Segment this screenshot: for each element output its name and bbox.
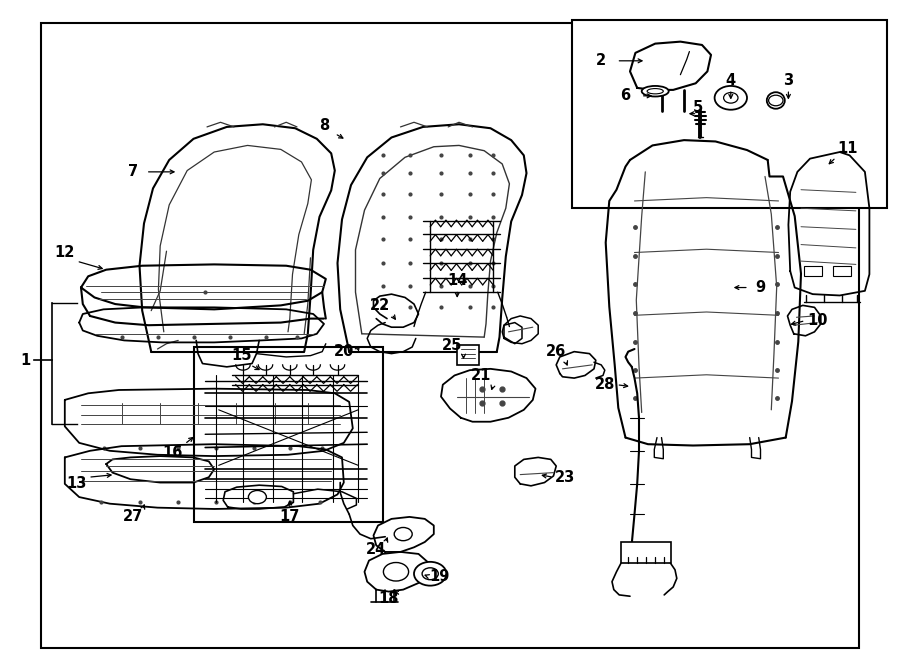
Text: 19: 19 [429,569,449,584]
Text: 24: 24 [366,543,386,557]
Text: 21: 21 [472,368,491,383]
Text: 28: 28 [595,377,615,392]
Ellipse shape [642,86,669,97]
Bar [572,20,886,208]
Text: 8: 8 [319,118,329,133]
Text: 6: 6 [620,89,631,103]
Circle shape [248,490,266,504]
Text: 12: 12 [55,245,75,260]
Circle shape [715,86,747,110]
Circle shape [769,95,783,106]
Circle shape [394,527,412,541]
Text: 3: 3 [783,73,794,88]
Text: 16: 16 [163,446,183,460]
Text: 4: 4 [725,73,736,88]
Text: 17: 17 [280,510,300,524]
Bar [621,542,670,563]
Text: 5: 5 [692,100,703,114]
Circle shape [383,563,409,581]
Text: 13: 13 [67,477,86,491]
Circle shape [414,562,446,586]
Text: 22: 22 [370,298,390,313]
Text: 18: 18 [379,591,399,605]
Text: 15: 15 [231,348,251,363]
Text: 9: 9 [755,280,766,295]
Text: 26: 26 [546,344,566,359]
Text: 25: 25 [442,338,462,352]
Text: 7: 7 [128,165,139,179]
Text: 1: 1 [20,353,31,368]
Text: 23: 23 [555,470,575,485]
Bar [833,266,851,276]
Text: 11: 11 [838,141,858,156]
Text: 20: 20 [334,344,354,359]
Bar [194,347,382,522]
Text: 27: 27 [123,510,143,524]
Ellipse shape [767,92,785,108]
Ellipse shape [647,89,663,94]
Text: 10: 10 [807,313,827,328]
Circle shape [724,93,738,103]
Text: 14: 14 [447,274,467,288]
Bar [457,345,479,365]
Circle shape [422,568,438,580]
Text: 2: 2 [596,54,607,68]
Bar [804,266,822,276]
